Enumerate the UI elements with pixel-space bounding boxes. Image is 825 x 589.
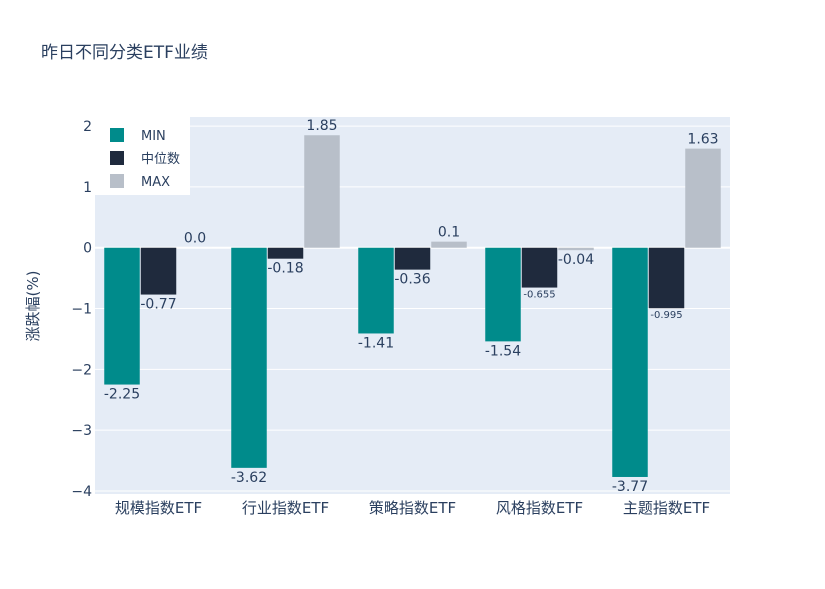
bar-value-label: -0.04 [558, 252, 594, 268]
y-tick-label: −1 [71, 302, 92, 318]
y-tick-label: 2 [83, 119, 92, 135]
bar-MAX-2[interactable] [431, 241, 467, 248]
x-tick-label: 风格指数ETF [496, 499, 583, 517]
bar-labels: -2.25 -0.77 0.0 -3.62 -0.18 1.85 -1.41 -0.36 0.1… [104, 118, 719, 495]
legend-item-label[interactable]: MIN [141, 129, 166, 144]
bar-MIN-3[interactable] [485, 247, 521, 342]
bar-value-label: -0.77 [140, 297, 176, 313]
legend-swatch[interactable] [110, 128, 124, 142]
bar-value-label: -0.18 [267, 261, 303, 277]
x-axis-ticks: 规模指数ETF 行业指数ETF 策略指数ETF 风格指数ETF 主题指数ETF [115, 499, 710, 517]
bar-value-label: 0.0 [184, 231, 206, 247]
y-axis-ticks: 2 1 0 −1 −2 −3 −4 [71, 119, 92, 500]
bar-MAX-1[interactable] [304, 135, 340, 248]
x-tick-label: 主题指数ETF [623, 499, 710, 517]
legend-item-label[interactable]: MAX [141, 175, 170, 190]
y-tick-label: −4 [71, 484, 92, 500]
bar-value-label: 0.1 [438, 225, 460, 241]
bar-MIN-2[interactable] [358, 247, 394, 334]
y-tick-label: −3 [71, 423, 92, 439]
bar-MIN-1[interactable] [231, 247, 267, 468]
bar-MIN-4[interactable] [612, 247, 648, 477]
legend[interactable]: MIN 中位数 MAX [95, 117, 190, 195]
bar-value-label: -2.25 [104, 387, 140, 403]
bar-value-label: -0.995 [650, 310, 682, 321]
y-tick-label: 1 [83, 180, 92, 196]
x-tick-label: 策略指数ETF [369, 499, 456, 517]
y-tick-label: 0 [83, 241, 92, 257]
bar-value-label: 1.63 [687, 132, 718, 148]
bars [104, 135, 721, 477]
y-tick-label: −2 [71, 362, 92, 378]
y-axis-label: 涨跌幅(%) [24, 271, 42, 342]
bar-MAX-4[interactable] [685, 148, 721, 248]
bar-中位数-1[interactable] [267, 247, 304, 259]
bar-中位数-3[interactable] [521, 247, 558, 288]
bar-value-label: -1.54 [485, 343, 521, 359]
bar-中位数-4[interactable] [648, 247, 685, 309]
bar-value-label: -3.77 [612, 479, 648, 495]
bar-value-label: -1.41 [358, 335, 394, 351]
legend-swatch[interactable] [110, 174, 124, 188]
bar-MIN-0[interactable] [104, 247, 140, 385]
bar-value-label: -0.655 [523, 290, 555, 301]
x-tick-label: 行业指数ETF [242, 499, 329, 517]
bar-value-label: -0.36 [394, 272, 430, 288]
bar-中位数-0[interactable] [140, 247, 177, 295]
bar-中位数-2[interactable] [394, 247, 431, 270]
bar-value-label: 1.85 [306, 118, 337, 134]
x-tick-label: 规模指数ETF [115, 499, 202, 517]
legend-item-label[interactable]: 中位数 [141, 152, 180, 167]
chart-title: 昨日不同分类ETF业绩 [41, 43, 208, 63]
bar-value-label: -3.62 [231, 470, 267, 486]
bar-MAX-3[interactable] [558, 247, 594, 251]
legend-swatch[interactable] [110, 151, 124, 165]
